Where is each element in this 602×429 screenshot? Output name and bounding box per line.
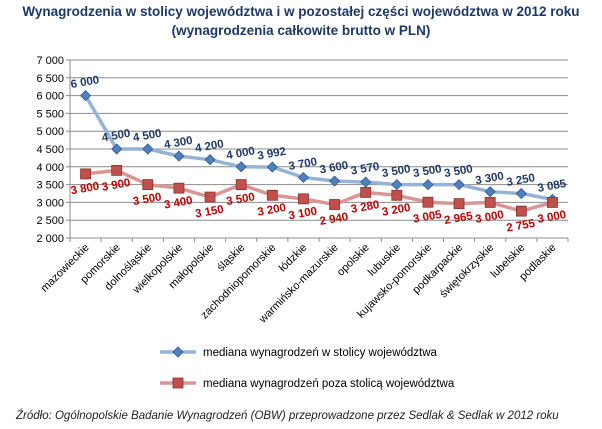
y-tick-label: 6 000	[36, 91, 64, 103]
data-label: 3 200	[381, 202, 411, 219]
data-point	[515, 205, 527, 217]
data-point	[111, 143, 123, 155]
legend-marker	[172, 346, 184, 358]
data-label: 3 250	[506, 172, 536, 189]
data-point	[515, 187, 527, 200]
y-tick-label: 5 500	[36, 108, 64, 120]
data-label: 3 900	[101, 177, 131, 194]
data-point	[204, 154, 216, 166]
data-point	[453, 179, 465, 191]
data-point	[79, 90, 92, 102]
data-point	[173, 182, 185, 194]
data-label: 3 500	[412, 163, 442, 180]
data-label: 3 005	[412, 209, 443, 226]
data-point	[204, 191, 216, 203]
data-point	[391, 179, 403, 191]
y-tick-label: 3 500	[36, 180, 64, 192]
data-label: 3 085	[537, 178, 568, 195]
data-label: 3 500	[381, 163, 411, 180]
data-point	[173, 150, 185, 162]
x-tick-label: opolskie	[335, 242, 372, 279]
data-point	[328, 175, 341, 187]
y-tick-label: 4 500	[36, 144, 64, 156]
data-point	[142, 143, 154, 155]
gridlines	[70, 59, 568, 239]
data-label: 3 570	[350, 161, 380, 178]
data-point	[235, 161, 247, 173]
data-point	[329, 199, 340, 210]
x-tick-label: mazowieckie	[39, 242, 92, 295]
data-label: 3 800	[70, 181, 100, 198]
data-label: 3 600	[319, 160, 349, 177]
data-point	[80, 168, 91, 180]
data-point	[391, 189, 403, 201]
y-tick-label: 4 000	[36, 162, 64, 174]
data-label: 3 300	[474, 170, 504, 187]
data-label: 2 755	[506, 218, 537, 235]
legend-label: mediana wynagrodzeń w stolicy województw…	[203, 347, 438, 359]
data-label: 4 300	[163, 135, 193, 152]
data-label: 2 965	[443, 210, 474, 227]
data-label: 2 940	[319, 211, 349, 228]
data-point	[266, 161, 278, 173]
data-point	[422, 196, 434, 208]
data-label: 4 500	[132, 128, 162, 145]
data-point	[484, 196, 496, 208]
source-note: Źródło: Ogólnopolskie Badanie Wynagrodze…	[16, 410, 559, 422]
y-axis: 2 000 2 500 3 000 3 500 4 000 4 500 5 000 5 500…	[36, 55, 71, 245]
data-label: 3 500	[225, 191, 255, 208]
x-tick-label: świętokrzyskie	[438, 242, 497, 301]
data-point	[453, 198, 465, 210]
series-line	[84, 94, 553, 202]
y-tick-label: 5 000	[36, 126, 64, 138]
series-line	[85, 168, 553, 213]
data-label: 3 000	[474, 209, 504, 226]
data-label: 4 500	[101, 128, 131, 145]
data-point	[422, 179, 434, 191]
chart-subtitle: (wynagrodzenia całkowite brutto w PLN)	[171, 23, 431, 38]
series-lines	[79, 90, 559, 217]
data-label: 3 100	[288, 205, 318, 222]
data-point	[298, 193, 309, 205]
y-tick-label: 6 500	[36, 73, 64, 85]
data-point	[235, 179, 247, 191]
data-label: 3 400	[163, 195, 193, 212]
data-label: 3 500	[132, 191, 162, 208]
data-label: 3 280	[350, 199, 380, 216]
y-tick-label: 7 000	[36, 55, 64, 67]
data-label: 3 700	[288, 156, 318, 173]
data-point	[297, 171, 310, 184]
y-tick-label: 2 000	[36, 233, 64, 245]
x-axis: mazowieckiepomorskiedolnośląskiewielkopo…	[39, 238, 569, 326]
data-point	[360, 176, 372, 188]
data-label: 3 150	[194, 204, 224, 221]
data-label: 3 500	[443, 163, 473, 180]
data-point	[111, 164, 123, 176]
data-label: 6 000	[70, 74, 100, 91]
chart-title: Wynagrodzenia w stolicy województwa i w …	[22, 4, 580, 19]
data-label: 3 000	[537, 209, 567, 226]
data-label: 4 000	[225, 145, 255, 162]
data-label: 3 992	[257, 146, 287, 163]
y-tick-label: 3 000	[36, 197, 64, 209]
legend-label: mediana wynagrodzeń poza stolicą wojewód…	[203, 378, 455, 390]
y-tick-label: 2 500	[36, 215, 64, 227]
data-point	[547, 196, 558, 208]
data-point	[266, 189, 278, 201]
data-label: 3 200	[257, 202, 287, 219]
data-point	[484, 186, 496, 198]
data-point	[360, 187, 372, 198]
legend-marker	[172, 377, 184, 389]
data-label: 4 200	[194, 138, 224, 155]
legend: mediana wynagrodzeń w stolicy województw…	[160, 346, 455, 390]
data-point	[142, 179, 154, 191]
